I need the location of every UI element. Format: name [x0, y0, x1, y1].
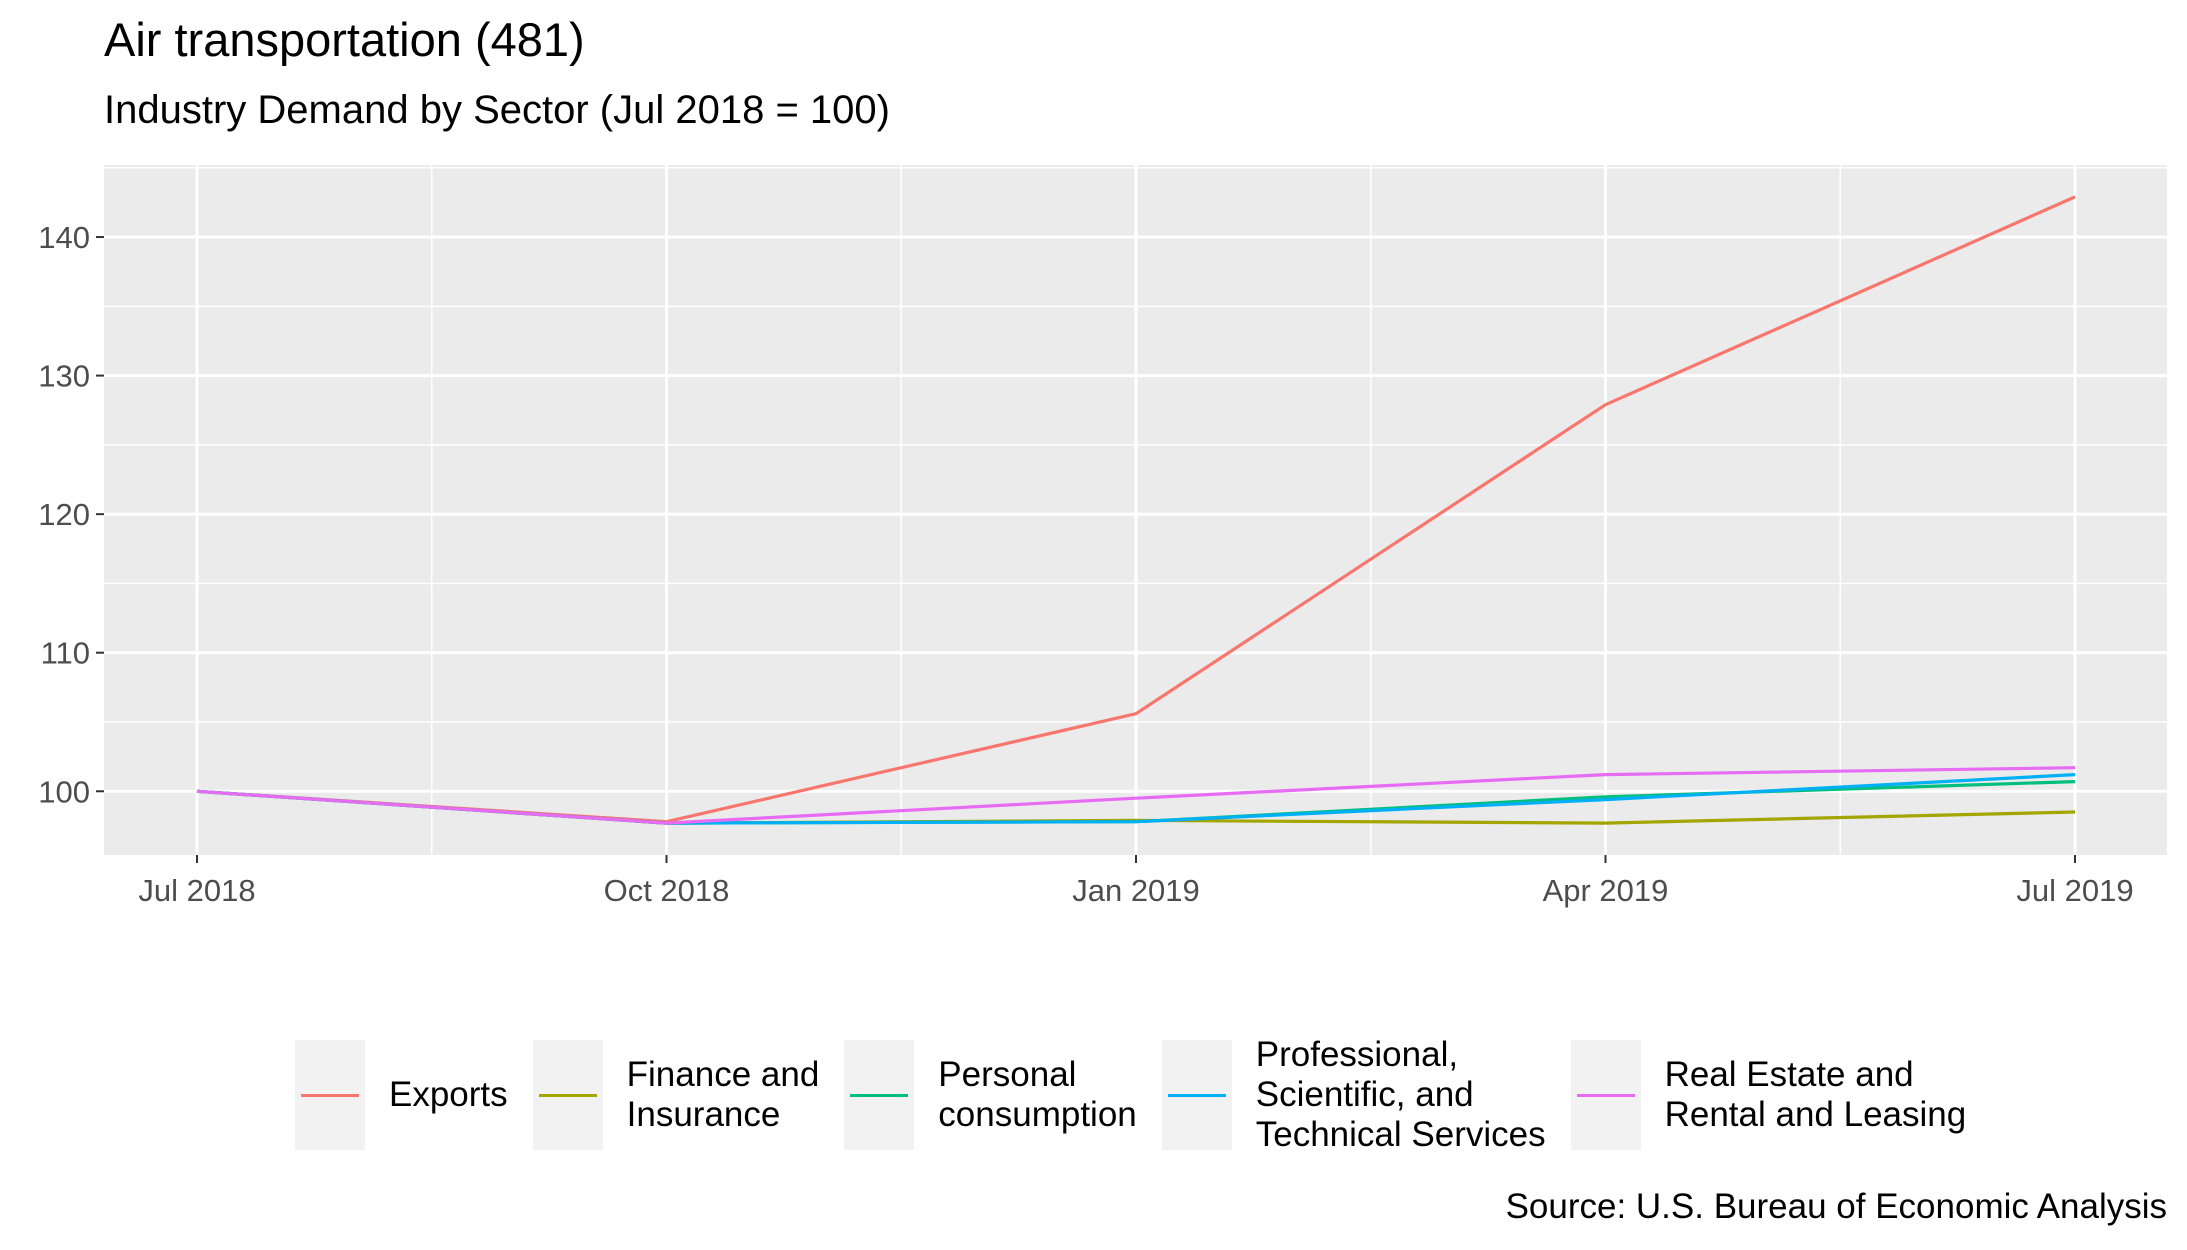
chart-subtitle: Industry Demand by Sector (Jul 2018 = 10…	[104, 88, 890, 132]
legend-label: Personal consumption	[938, 1054, 1137, 1134]
x-tick-label: Oct 2018	[604, 873, 730, 908]
line-chart: 100 110 120 130 140 Jul 2018 Oct 2018 Jan 2019…	[38, 165, 2167, 908]
x-tick-label: Jul 2018	[138, 873, 255, 908]
legend-label: Professional, Scientific, and Technical …	[1255, 1034, 1546, 1154]
legend-key	[532, 1039, 603, 1150]
y-tick-label: 120	[38, 497, 90, 532]
x-tick-label: Apr 2019	[1543, 873, 1669, 908]
legend-item: Finance and Insurance	[532, 1039, 820, 1150]
legend-swatch	[301, 1093, 359, 1097]
legend-swatch	[850, 1093, 909, 1097]
legend-swatch	[1576, 1093, 1635, 1097]
legend-key	[295, 1039, 365, 1150]
y-tick-label: 110	[41, 636, 90, 671]
series-line-real-estate-and-rental-and-leasing	[196, 766, 2076, 825]
legend-item: Personal consumption	[844, 1039, 1137, 1150]
legend-label: Exports	[389, 1074, 508, 1114]
y-tick-label: 100	[38, 774, 90, 809]
legend-swatch	[538, 1093, 597, 1097]
major-gridlines	[104, 165, 2167, 855]
y-axis: 100 110 120 130 140	[38, 220, 104, 809]
legend: Exports Finance and Insurance Personal con…	[295, 1034, 1991, 1155]
legend-key	[844, 1039, 915, 1150]
legend-key	[1161, 1039, 1232, 1150]
legend-item: Real Estate and Rental and Leasing	[1570, 1039, 1967, 1150]
y-tick-label: 130	[38, 359, 90, 394]
legend-item: Exports	[295, 1039, 508, 1150]
legend-key	[1570, 1039, 1641, 1150]
legend-item: Professional, Scientific, and Technical …	[1161, 1034, 1546, 1155]
source-caption: Source: U.S. Bureau of Economic Analysis	[1505, 1187, 2167, 1226]
x-tick-label: Jan 2019	[1072, 873, 1200, 908]
series-lines	[196, 195, 2076, 825]
chart-title: Air transportation (481)	[104, 13, 585, 66]
legend-label: Real Estate and Rental and Leasing	[1664, 1054, 1967, 1134]
x-tick-label: Jul 2019	[2016, 873, 2133, 908]
x-axis: Jul 2018 Oct 2018 Jan 2019 Apr 2019 Jul 2019	[138, 855, 2134, 908]
legend-swatch	[1167, 1093, 1226, 1097]
y-tick-label: 140	[38, 220, 90, 255]
legend-label: Finance and Insurance	[626, 1054, 820, 1134]
